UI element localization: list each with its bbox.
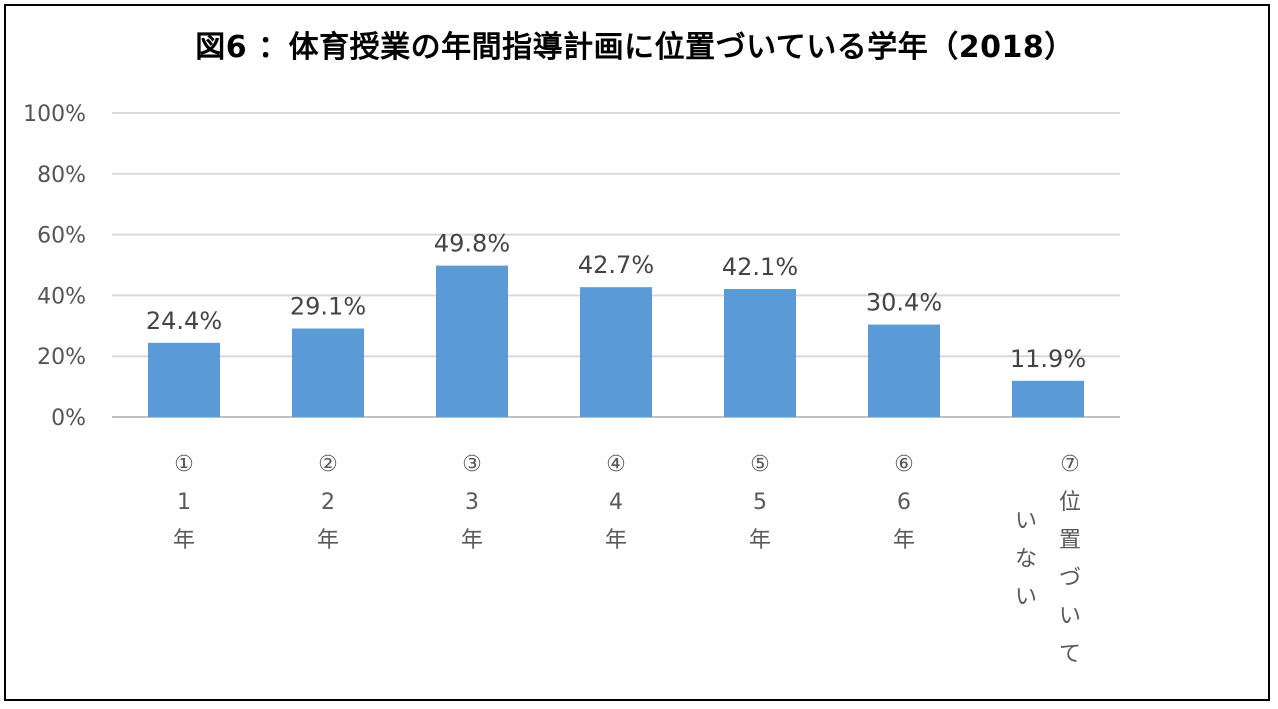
y-tick-label: 100% [23, 102, 86, 127]
data-label: 29.1% [290, 293, 366, 321]
y-tick-label: 80% [37, 163, 86, 188]
category-label-char: ① [174, 452, 194, 477]
category-label-char: 年 [749, 528, 771, 553]
bar [148, 342, 220, 417]
category-label-char: い [1015, 509, 1037, 534]
data-label: 11.9% [1010, 345, 1086, 373]
bar [868, 324, 940, 417]
chart-title: 図6 ：体育授業の年間指導計画に位置づいている学年（2018） [195, 30, 1075, 65]
category-label-char: 3 [465, 490, 479, 515]
data-labels: 24.4% 29.1% 49.8% 42.7% 42.1% 30.4% 11.9% [146, 230, 1086, 373]
category-label-char: 年 [605, 528, 627, 553]
y-axis-tick-labels: 0% 20% 40% 60% 80% 100% [23, 102, 86, 431]
category-label-char: ⑤ [750, 452, 770, 477]
category-label-char: 年 [317, 528, 339, 553]
category-label-char: 位 [1059, 490, 1081, 515]
bar [1012, 380, 1084, 417]
category-label-char: 2 [321, 490, 335, 515]
category-label-char: 1 [177, 490, 191, 515]
category-label-char: 年 [893, 528, 915, 553]
data-label: 49.8% [434, 230, 510, 258]
data-label: 42.7% [578, 251, 654, 279]
category-label-char: 6 [897, 490, 911, 515]
bar [292, 328, 364, 417]
category-label-char: 置 [1059, 528, 1081, 553]
category-label-char: 5 [753, 490, 767, 515]
category-label-char: 4 [609, 490, 623, 515]
category-label-char: い [1015, 585, 1037, 610]
bars [148, 265, 1084, 417]
bar [436, 265, 508, 417]
category-label-char: づ [1059, 566, 1081, 591]
bar [724, 289, 796, 417]
category-label-char: て [1059, 642, 1081, 667]
category-label-char: 年 [461, 528, 483, 553]
data-label: 24.4% [146, 307, 222, 335]
y-tick-label: 40% [37, 284, 86, 309]
category-label-char: ② [318, 452, 338, 477]
category-label-char: ④ [606, 452, 626, 477]
y-tick-label: 0% [51, 406, 86, 431]
category-label-char: い [1059, 604, 1081, 629]
data-label: 30.4% [866, 289, 942, 317]
y-tick-label: 20% [37, 345, 86, 370]
category-label-char: ⑥ [894, 452, 914, 477]
data-label: 42.1% [722, 253, 798, 281]
category-label-char: な [1015, 547, 1037, 572]
category-label-char: ⑦ [1060, 452, 1080, 477]
y-tick-label: 60% [37, 224, 86, 249]
bar [580, 287, 652, 417]
category-label-char: 年 [173, 528, 195, 553]
category-label-char: ③ [462, 452, 482, 477]
